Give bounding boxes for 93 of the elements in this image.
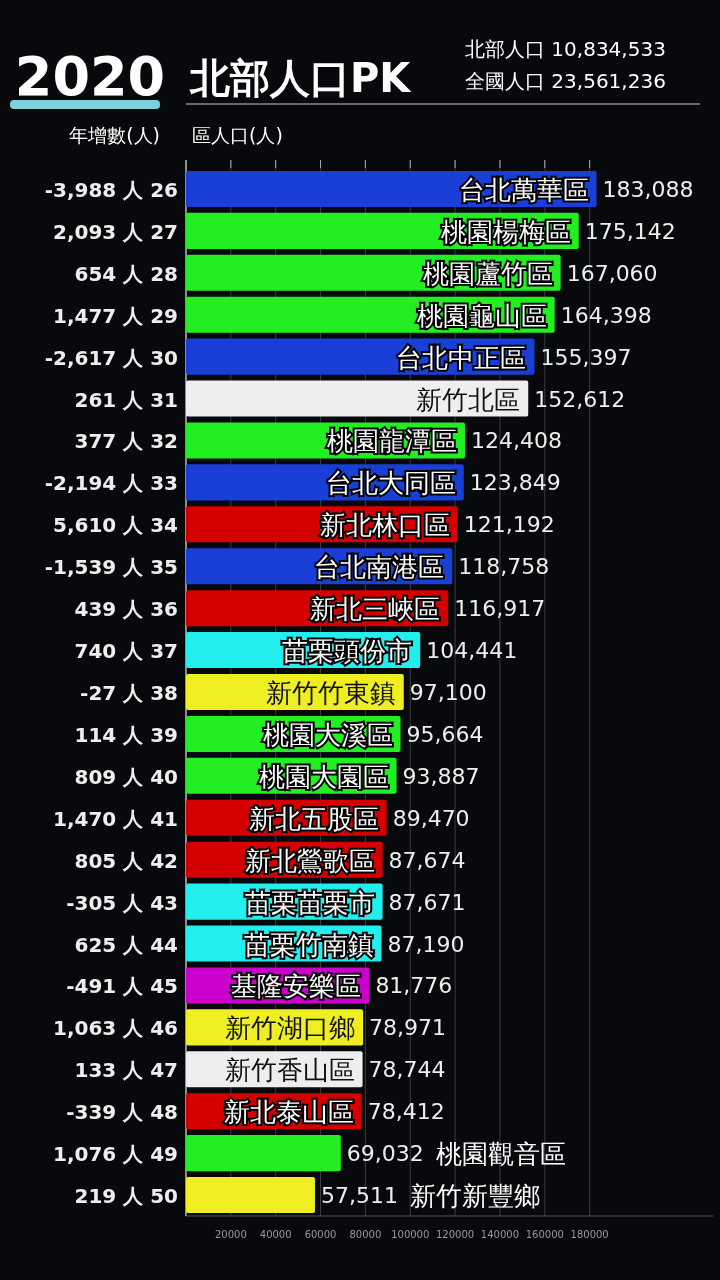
x-tick-label: 100000 — [391, 1229, 430, 1240]
text: 1,477 人 29 — [52, 303, 178, 328]
text: 114 人 39 — [74, 722, 178, 747]
data-label: 87,190 — [387, 931, 465, 957]
text: 年增數(人) — [69, 124, 160, 146]
y-tick-label: 台北萬華區 — [458, 174, 589, 205]
data-label: 152,612 — [534, 386, 626, 412]
data-label: 116,917 — [454, 596, 546, 622]
text: 133 人 47 — [74, 1058, 178, 1083]
text: 439 人 36 — [74, 597, 178, 622]
data-label: 57,511 — [320, 1183, 398, 1209]
bar — [186, 1135, 341, 1172]
data-label: 167,060 — [566, 260, 658, 286]
text: 625 人 44 — [74, 932, 178, 957]
text: 全國人口 23,561,236 — [465, 69, 666, 93]
text: 1,063 人 46 — [52, 1016, 178, 1041]
y-tick-label: 台北大同區 — [325, 468, 456, 499]
data-label: 89,470 — [392, 805, 470, 831]
data-label: 69,032 — [346, 1141, 424, 1167]
text: -27 人 38 — [80, 681, 178, 705]
y-tick-label: 桃園龜山區 — [416, 300, 547, 331]
text: -2,617 人 30 — [44, 345, 178, 370]
data-label: 118,758 — [458, 554, 550, 580]
y-tick-label: 新竹竹東鎮 — [265, 678, 396, 708]
data-label: 97,100 — [409, 680, 487, 705]
text: -305 人 43 — [66, 890, 178, 915]
text: -1,539 人 35 — [44, 555, 178, 580]
data-label: 164,398 — [560, 302, 652, 328]
text: 1,470 人 41 — [52, 806, 178, 831]
text: 740 人 37 — [74, 639, 178, 664]
y-tick-label: 新竹香山區 — [224, 1055, 355, 1086]
chart-subtitle: 2020 — [14, 45, 166, 108]
y-tick-label: 新北五股區 — [248, 803, 379, 834]
bar — [186, 1177, 315, 1214]
y-tick-label: 桃園觀音區 — [435, 1139, 566, 1170]
text: 1,076 人 49 — [52, 1142, 178, 1167]
y-tick-label: 基隆安樂區 — [231, 971, 362, 1002]
y-tick-label: 台北南港區 — [314, 552, 445, 583]
x-tick-label: 80000 — [349, 1229, 382, 1240]
y-tick-label: 新竹湖口鄉 — [225, 1013, 356, 1044]
text: 809 人 40 — [74, 764, 178, 789]
y-tick-label: 台北中正區 — [396, 342, 527, 373]
data-label: 93,887 — [402, 763, 480, 789]
y-tick-label: 新北泰山區 — [223, 1097, 354, 1128]
data-label: 104,441 — [426, 638, 518, 664]
bar — [186, 380, 529, 417]
x-tick-label: 60000 — [304, 1229, 337, 1240]
text: 219 人 50 — [74, 1184, 178, 1209]
data-label: 155,397 — [540, 344, 632, 370]
x-tick-label: 160000 — [525, 1229, 564, 1240]
x-tick-label: 40000 — [259, 1229, 292, 1240]
text: 805 人 42 — [74, 848, 178, 873]
text: 261 人 31 — [74, 387, 178, 412]
y-tick-label: 新北三峽區 — [310, 594, 441, 625]
x-tick-label: 120000 — [436, 1229, 475, 1240]
y-tick-label: 新北鶯歌區 — [244, 845, 375, 876]
y-tick-label: 桃園楊梅區 — [440, 216, 571, 247]
y-tick-label: 苗栗竹南鎮 — [243, 929, 374, 960]
y-tick-label: 苗栗苗栗市 — [244, 887, 375, 918]
data-label: 183,088 — [602, 176, 694, 202]
data-label: 175,142 — [584, 218, 676, 244]
data-label: 78,744 — [368, 1057, 446, 1083]
y-tick-label: 桃園龍潭區 — [326, 426, 457, 457]
data-label: 87,671 — [388, 889, 466, 915]
y-tick-label: 桃園蘆竹區 — [422, 258, 553, 289]
data-label: 78,971 — [369, 1015, 447, 1041]
text: 377 人 32 — [74, 429, 178, 454]
text: 2,093 人 27 — [52, 219, 178, 244]
data-label: 124,408 — [470, 428, 562, 454]
text: -339 人 48 — [66, 1100, 178, 1125]
data-label: 123,849 — [469, 470, 561, 496]
y-tick-label: 新竹新豐鄉 — [409, 1181, 540, 1212]
text: 區人口(人) — [192, 124, 283, 146]
x-tick-label: 180000 — [570, 1229, 609, 1240]
y-tick-label: 桃園大溪區 — [262, 719, 393, 750]
text: -3,988 人 26 — [44, 177, 178, 202]
text: 北部人口 10,834,533 — [465, 37, 666, 61]
y-tick-label: 桃園大園區 — [258, 761, 389, 792]
text: 654 人 28 — [74, 261, 178, 286]
data-label: 78,412 — [367, 1099, 445, 1125]
x-tick-label: 20000 — [214, 1229, 247, 1240]
y-tick-label: 苗栗頭份市 — [282, 636, 413, 667]
y-tick-label: 新北林口區 — [319, 510, 450, 541]
data-label: 87,674 — [388, 847, 466, 873]
text: 5,610 人 34 — [52, 513, 178, 538]
data-label: 95,664 — [406, 721, 484, 747]
y-tick-label: 新竹北區 — [416, 384, 521, 415]
text: -2,194 人 33 — [44, 471, 178, 496]
data-label: 121,192 — [463, 512, 555, 538]
data-label: 81,776 — [375, 973, 453, 999]
text: -491 人 45 — [66, 974, 178, 999]
x-tick-label: 140000 — [480, 1229, 520, 1240]
chart-title: 北部人口PK — [189, 55, 413, 101]
